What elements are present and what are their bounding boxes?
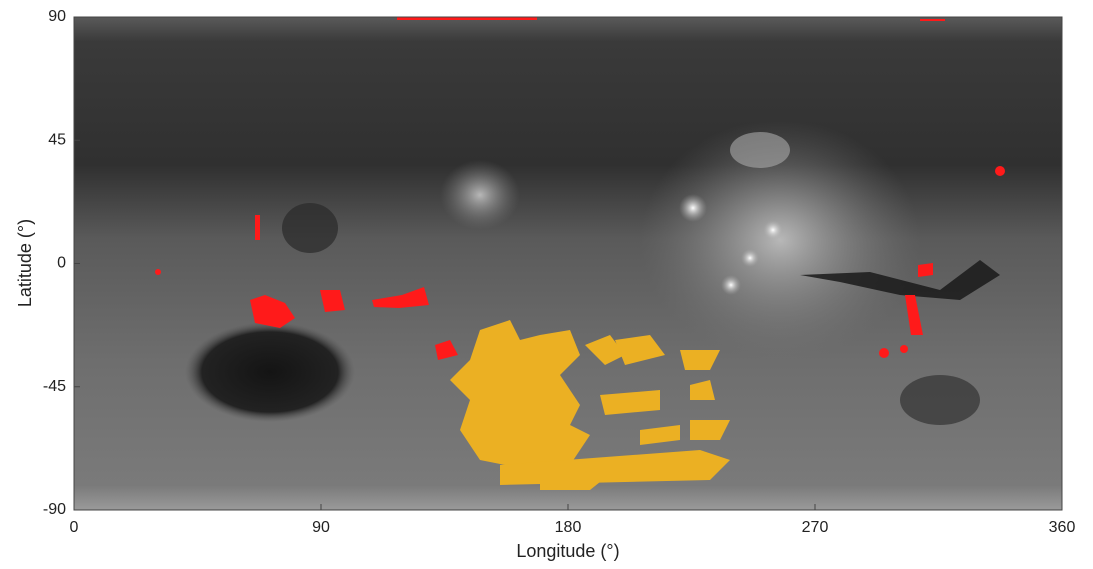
map-figure: Longitude (°) Latitude (°) 0 90 180 270 360 9… <box>0 0 1093 569</box>
y-tick-label: 45 <box>48 131 66 148</box>
x-axis-label: Longitude (°) <box>516 541 619 561</box>
x-tick-label: 180 <box>555 519 582 536</box>
x-tick-label: 360 <box>1049 519 1076 536</box>
y-axis-label: Latitude (°) <box>15 219 35 307</box>
y-tick-label: -90 <box>43 501 66 518</box>
x-tick-label: 90 <box>312 519 330 536</box>
y-tick-label: 0 <box>57 255 66 272</box>
x-tick-label: 270 <box>802 519 829 536</box>
y-tick-label: 90 <box>48 8 66 25</box>
y-tick-label: -45 <box>43 378 66 395</box>
x-tick-label: 0 <box>70 519 79 536</box>
